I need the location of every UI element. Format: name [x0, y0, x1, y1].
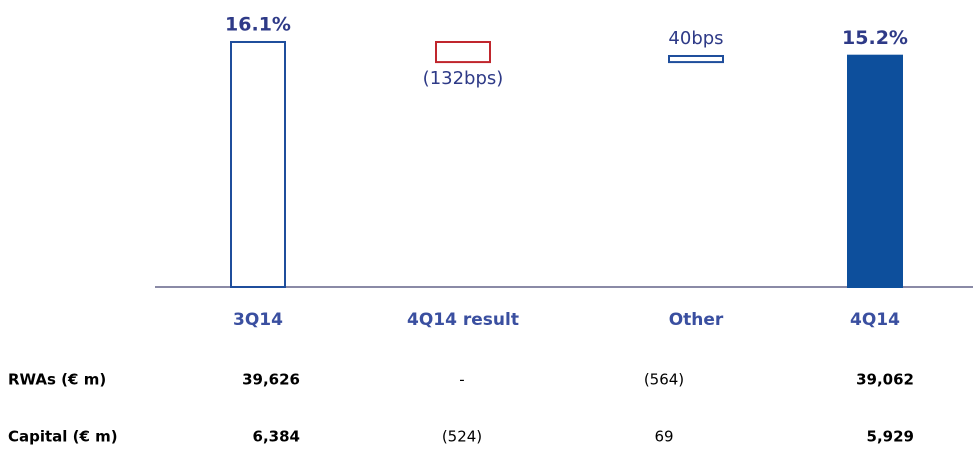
table-cell: 39,062	[856, 371, 914, 389]
value-label: 16.1%	[225, 13, 291, 35]
table-cell: 39,626	[242, 371, 300, 389]
row-label: Capital (€ m)	[8, 428, 118, 446]
bar	[230, 40, 286, 289]
x-tick-label: 3Q14	[233, 310, 283, 330]
value-label: 40bps	[668, 28, 723, 49]
table-cell: 5,929	[867, 428, 914, 446]
table-cell: 6,384	[253, 428, 300, 446]
x-tick-label: 4Q14 result	[407, 310, 519, 330]
value-label: (132bps)	[423, 68, 504, 89]
bar	[435, 40, 491, 64]
value-label: 15.2%	[842, 27, 908, 49]
table-cell: (564)	[644, 371, 684, 389]
table-cell: -	[459, 371, 464, 389]
x-tick-label: Other	[669, 310, 724, 330]
table-cell: (524)	[442, 428, 482, 446]
x-tick-label: 4Q14	[850, 310, 900, 330]
bar	[847, 54, 903, 289]
table-cell: 69	[654, 428, 673, 446]
bar	[668, 54, 724, 64]
row-label: RWAs (€ m)	[8, 371, 106, 389]
